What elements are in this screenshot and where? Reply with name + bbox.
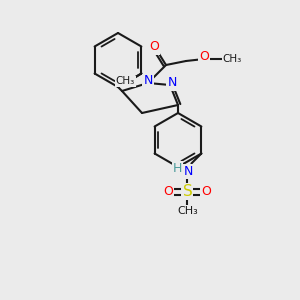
- Text: CH₃: CH₃: [222, 54, 242, 64]
- Text: O: O: [201, 185, 211, 198]
- Text: O: O: [164, 185, 173, 198]
- Text: O: O: [149, 40, 159, 53]
- Text: N: N: [167, 76, 177, 89]
- Text: N: N: [143, 74, 153, 88]
- Text: H: H: [173, 162, 182, 175]
- Text: O: O: [199, 50, 209, 64]
- Text: CH₃: CH₃: [116, 76, 135, 86]
- Text: CH₃: CH₃: [177, 206, 198, 215]
- Text: S: S: [182, 184, 192, 199]
- Text: N: N: [184, 165, 193, 178]
